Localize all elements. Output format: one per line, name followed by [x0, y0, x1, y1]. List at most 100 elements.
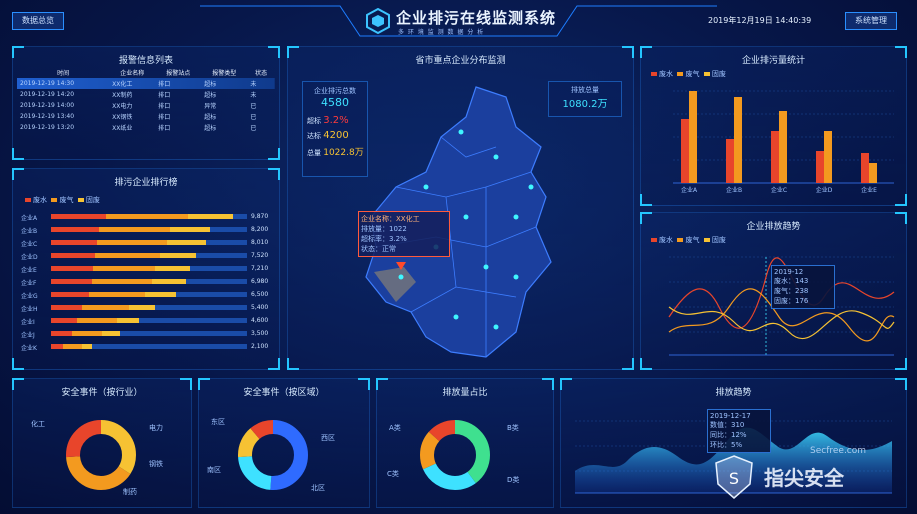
ranking-value: 4,600	[251, 317, 269, 324]
bar-segment	[82, 305, 129, 310]
legend-label: 固废	[711, 236, 726, 244]
legend-swatch	[703, 238, 710, 242]
ranking-row[interactable]: 企业E 7,210	[21, 263, 275, 276]
alarm-table-panel: 报警信息列表 时间 企业名称 报警站点 报警类型 状态 2019-12-19 1…	[12, 46, 280, 160]
donut-label: 化工	[31, 420, 45, 428]
ranking-value: 7,520	[251, 252, 269, 259]
donut-label: 钢铁	[149, 460, 163, 468]
panel-title: 企业排污量统计	[741, 56, 805, 66]
bar-segment	[145, 292, 177, 297]
ranking-track	[51, 305, 247, 310]
bar-segment	[159, 253, 197, 258]
legend-swatch	[77, 198, 84, 202]
ranking-label: 企业A	[21, 215, 38, 222]
donut-label: 南区	[207, 466, 221, 474]
highlight-region	[374, 267, 416, 302]
bar-segment	[94, 253, 160, 258]
table-row[interactable]: 2019-12-19 13:40 XX钢铁 排口 超标 已	[17, 111, 275, 122]
bar-group	[681, 91, 877, 183]
stat-value: 1080.2万	[562, 99, 608, 110]
ranking-value: 8,200	[251, 226, 269, 233]
cell: 未	[250, 92, 257, 99]
table-row[interactable]: 2019-12-19 14:20 XX制药 排口 超标 未	[17, 89, 275, 100]
cell: XX化工	[112, 81, 133, 88]
ranking-value: 3,500	[251, 330, 269, 337]
grouped-bar-chart: 企业A 企业B 企业C 企业D 企业E	[673, 90, 894, 194]
watermark: Secfree.com S 指尖安全	[706, 444, 906, 504]
cell: 超标	[204, 81, 217, 88]
panel-title: 安全事件（按行业）	[61, 388, 143, 398]
ranking-track	[51, 227, 247, 232]
logo-hex-icon	[366, 8, 390, 34]
overview-button[interactable]: 数据总览	[12, 12, 64, 30]
table-row[interactable]: 2019-12-19 14:30 XX化工 排口 超标 未	[17, 78, 275, 89]
ranking-row[interactable]: 企业H 5,400	[21, 302, 275, 315]
column-header: 企业名称	[120, 70, 145, 77]
donut-label: 东区	[211, 418, 225, 426]
ranking-row[interactable]: 企业A 9,870	[21, 211, 275, 224]
cell: 超标	[204, 125, 217, 132]
ranking-row[interactable]: 企业C 8,010	[21, 237, 275, 250]
table-row[interactable]: 2019-12-19 14:00 XX电力 排口 异常 已	[17, 100, 275, 111]
bar-segment	[187, 214, 234, 219]
ranking-track	[51, 214, 247, 219]
ranking-row[interactable]: 企业K 2,100	[21, 341, 275, 354]
table-row[interactable]: 2019-12-19 13:20 XX纸业 排口 超标 已	[17, 122, 275, 133]
donut-label: B类	[507, 424, 519, 432]
legend-label: 固废	[85, 196, 100, 204]
ranking-label: 企业H	[21, 306, 38, 313]
panel-title: 安全事件（按区域）	[243, 388, 325, 398]
ranking-row[interactable]: 企业J 3,500	[21, 328, 275, 341]
donut-panel-2: 安全事件（按区域） 东区 西区 南区 北区	[198, 378, 370, 508]
ranking-row[interactable]: 企业B 8,200	[21, 224, 275, 237]
ranking-row[interactable]: 企业G 6,500	[21, 289, 275, 302]
bar-segment	[51, 266, 93, 271]
ranking-track	[51, 279, 247, 284]
shield-icon: S	[715, 455, 753, 499]
cell: 排口	[158, 103, 171, 110]
cell: 2019-12-19 14:30	[20, 80, 75, 87]
ranking-row[interactable]: 企业D 7,520	[21, 250, 275, 263]
legend-swatch	[677, 238, 684, 242]
ranking-row[interactable]: 企业I 4,600	[21, 315, 275, 328]
ranking-track	[51, 331, 247, 336]
header-bar: 企业排污在线监测系统 多 环 境 监 测 数 据 分 析 数据总览 2019年1…	[0, 0, 917, 42]
bar-segment	[117, 318, 140, 323]
stat-value: 1022.8万	[323, 148, 364, 158]
cell: 排口	[158, 114, 171, 121]
system-settings-button[interactable]: 系统管理	[845, 12, 897, 30]
ranking-track	[51, 240, 247, 245]
cell: 排口	[158, 92, 171, 99]
cell: 排口	[158, 81, 171, 88]
donut-label: 北区	[311, 484, 325, 492]
ranking-label: 企业I	[21, 319, 35, 326]
alarm-marker-icon[interactable]	[396, 262, 406, 270]
ranking-track	[51, 266, 247, 271]
tooltip-line: 排放量：1022	[361, 225, 407, 233]
ranking-row[interactable]: 企业F 6,980	[21, 276, 275, 289]
stat-value: 4200	[323, 130, 349, 141]
cell: 超标	[204, 92, 217, 99]
stats-left: 企业排污总数 4580 超标 3.2% 达标 4200 总量 1022.8万	[302, 81, 368, 177]
bar-segment	[98, 227, 171, 232]
cell: 已	[250, 114, 257, 121]
area-panel: 排放趋势 2019-12-17 数值：310 同比：12% 环比：5%	[560, 378, 907, 508]
area-chart	[575, 420, 892, 494]
stat-value: 4580	[321, 96, 349, 109]
ranking-value: 6,500	[251, 291, 269, 298]
legend-swatch	[51, 198, 58, 202]
bar-segment	[51, 253, 95, 258]
watermark-url: Secfree.com	[810, 446, 867, 456]
ranking-label: 企业B	[21, 228, 38, 235]
bar-segment	[91, 279, 153, 284]
province-map[interactable]	[356, 77, 556, 367]
bar-segment	[81, 344, 93, 349]
ranking-panel: 排污企业排行榜 废水 废气 固废 企业A 9,870 企业B 8,200 企业C 8,01…	[12, 168, 280, 370]
ranking-label: 企业J	[21, 332, 35, 339]
bar-segment	[51, 331, 72, 336]
column-header: 状态	[255, 70, 268, 77]
tooltip-line: 企业名称：XX化工	[361, 215, 420, 223]
column-header: 报警类型	[212, 70, 237, 77]
bar-segment	[155, 266, 191, 271]
tooltip-line: 废水：143	[774, 277, 809, 285]
